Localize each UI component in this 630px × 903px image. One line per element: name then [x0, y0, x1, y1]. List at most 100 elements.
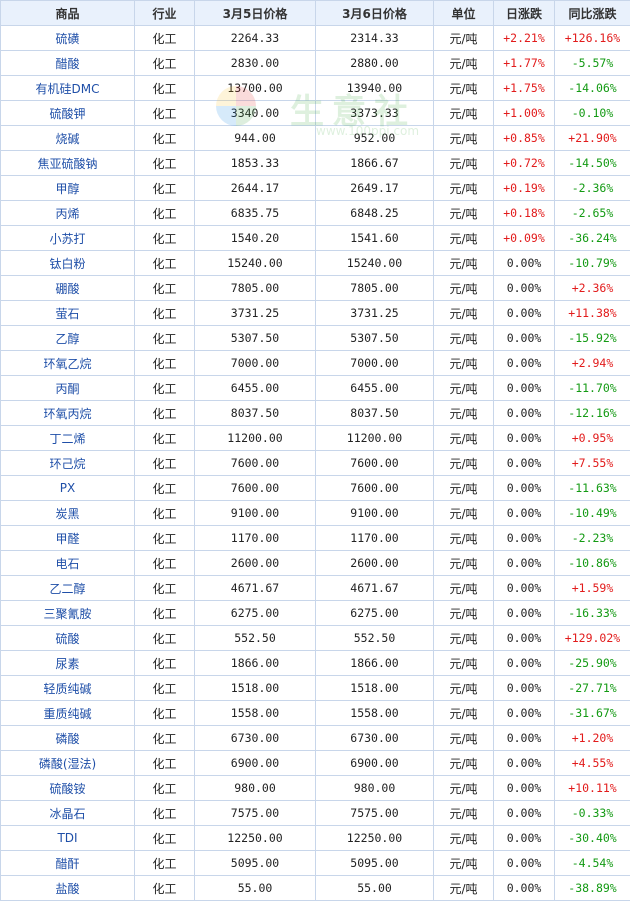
- header-daily-change[interactable]: 日涨跌: [493, 0, 555, 26]
- daily-change-cell: 0.00%: [493, 600, 555, 626]
- table-row: 醋酸 化工 2830.00 2880.00 元/吨 +1.77% -5.57%: [0, 50, 630, 76]
- price-mar6-cell: 6848.25: [315, 200, 434, 226]
- product-name-link[interactable]: 丙烯: [0, 200, 135, 226]
- price-mar6-cell: 1558.00: [315, 700, 434, 726]
- product-name-link[interactable]: 萤石: [0, 300, 135, 326]
- unit-cell: 元/吨: [433, 425, 494, 451]
- yoy-change-cell: -30.40%: [554, 825, 630, 851]
- price-mar5-cell: 15240.00: [194, 250, 316, 276]
- product-name-link[interactable]: 三聚氰胺: [0, 600, 135, 626]
- header-price-mar6[interactable]: 3月6日价格: [315, 0, 434, 26]
- product-name-link[interactable]: 丙酮: [0, 375, 135, 401]
- product-name-link[interactable]: 轻质纯碱: [0, 675, 135, 701]
- daily-change-cell: 0.00%: [493, 775, 555, 801]
- price-mar5-cell: 4671.67: [194, 575, 316, 601]
- product-name-link[interactable]: 醋酸: [0, 50, 135, 76]
- daily-change-cell: 0.00%: [493, 825, 555, 851]
- price-mar5-cell: 2600.00: [194, 550, 316, 576]
- product-name-link[interactable]: TDI: [0, 825, 135, 851]
- header-unit[interactable]: 单位: [433, 0, 494, 26]
- table-row: 三聚氰胺 化工 6275.00 6275.00 元/吨 0.00% -16.33%: [0, 600, 630, 626]
- product-name-link[interactable]: 乙醇: [0, 325, 135, 351]
- price-mar6-cell: 6730.00: [315, 725, 434, 751]
- price-mar6-cell: 7805.00: [315, 275, 434, 301]
- product-name-link[interactable]: 钛白粉: [0, 250, 135, 276]
- price-mar5-cell: 13700.00: [194, 75, 316, 101]
- product-name-link[interactable]: 磷酸(湿法): [0, 750, 135, 776]
- product-name-link[interactable]: 尿素: [0, 650, 135, 676]
- product-name-link[interactable]: 甲醇: [0, 175, 135, 201]
- price-mar5-cell: 7575.00: [194, 800, 316, 826]
- unit-cell: 元/吨: [433, 775, 494, 801]
- daily-change-cell: 0.00%: [493, 375, 555, 401]
- industry-cell: 化工: [134, 725, 195, 751]
- daily-change-cell: 0.00%: [493, 550, 555, 576]
- table-row: 丁二烯 化工 11200.00 11200.00 元/吨 0.00% +0.95%: [0, 425, 630, 451]
- product-name-link[interactable]: 冰晶石: [0, 800, 135, 826]
- price-mar5-cell: 6900.00: [194, 750, 316, 776]
- daily-change-cell: 0.00%: [493, 725, 555, 751]
- table-row: 甲醛 化工 1170.00 1170.00 元/吨 0.00% -2.23%: [0, 525, 630, 551]
- price-mar5-cell: 7600.00: [194, 450, 316, 476]
- product-name-link[interactable]: 电石: [0, 550, 135, 576]
- price-mar5-cell: 5095.00: [194, 850, 316, 876]
- unit-cell: 元/吨: [433, 850, 494, 876]
- product-name-link[interactable]: 烧碱: [0, 125, 135, 151]
- industry-cell: 化工: [134, 675, 195, 701]
- industry-cell: 化工: [134, 450, 195, 476]
- price-mar6-cell: 5307.50: [315, 325, 434, 351]
- product-name-link[interactable]: 焦亚硫酸钠: [0, 150, 135, 176]
- yoy-change-cell: +126.16%: [554, 25, 630, 51]
- table-row: 重质纯碱 化工 1558.00 1558.00 元/吨 0.00% -31.67%: [0, 700, 630, 726]
- unit-cell: 元/吨: [433, 575, 494, 601]
- price-mar5-cell: 1866.00: [194, 650, 316, 676]
- product-name-link[interactable]: 磷酸: [0, 725, 135, 751]
- product-name-link[interactable]: 环氧丙烷: [0, 400, 135, 426]
- product-name-link[interactable]: 小苏打: [0, 225, 135, 251]
- product-name-link[interactable]: 有机硅DMC: [0, 75, 135, 101]
- unit-cell: 元/吨: [433, 50, 494, 76]
- table-row: 硼酸 化工 7805.00 7805.00 元/吨 0.00% +2.36%: [0, 275, 630, 301]
- yoy-change-cell: -10.79%: [554, 250, 630, 276]
- product-name-link[interactable]: 甲醛: [0, 525, 135, 551]
- product-name-link[interactable]: 丁二烯: [0, 425, 135, 451]
- industry-cell: 化工: [134, 175, 195, 201]
- product-name-link[interactable]: 醋酐: [0, 850, 135, 876]
- price-mar5-cell: 6835.75: [194, 200, 316, 226]
- header-price-mar5[interactable]: 3月5日价格: [194, 0, 316, 26]
- product-name-link[interactable]: 硫酸: [0, 625, 135, 651]
- product-name-link[interactable]: 环己烷: [0, 450, 135, 476]
- product-name-link[interactable]: 炭黑: [0, 500, 135, 526]
- unit-cell: 元/吨: [433, 400, 494, 426]
- table-row: 环氧丙烷 化工 8037.50 8037.50 元/吨 0.00% -12.16%: [0, 400, 630, 426]
- daily-change-cell: 0.00%: [493, 675, 555, 701]
- product-name-link[interactable]: 环氧乙烷: [0, 350, 135, 376]
- product-name-link[interactable]: PX: [0, 475, 135, 501]
- product-name-link[interactable]: 重质纯碱: [0, 700, 135, 726]
- price-mar6-cell: 3731.25: [315, 300, 434, 326]
- product-name-link[interactable]: 硫酸铵: [0, 775, 135, 801]
- table-row: 乙醇 化工 5307.50 5307.50 元/吨 0.00% -15.92%: [0, 325, 630, 351]
- product-name-link[interactable]: 硼酸: [0, 275, 135, 301]
- product-name-link[interactable]: 乙二醇: [0, 575, 135, 601]
- product-name-link[interactable]: 硫酸钾: [0, 100, 135, 126]
- header-product[interactable]: 商品: [0, 0, 135, 26]
- unit-cell: 元/吨: [433, 225, 494, 251]
- unit-cell: 元/吨: [433, 750, 494, 776]
- yoy-change-cell: -14.50%: [554, 150, 630, 176]
- product-name-link[interactable]: 盐酸: [0, 875, 135, 901]
- table-row: 丙烯 化工 6835.75 6848.25 元/吨 +0.18% -2.65%: [0, 200, 630, 226]
- yoy-change-cell: -25.90%: [554, 650, 630, 676]
- header-yoy-change[interactable]: 同比涨跌: [554, 0, 630, 26]
- price-mar6-cell: 1866.00: [315, 650, 434, 676]
- price-mar5-cell: 3731.25: [194, 300, 316, 326]
- table-row: 醋酐 化工 5095.00 5095.00 元/吨 0.00% -4.54%: [0, 850, 630, 876]
- product-name-link[interactable]: 硫磺: [0, 25, 135, 51]
- unit-cell: 元/吨: [433, 150, 494, 176]
- daily-change-cell: +1.75%: [493, 75, 555, 101]
- table-row: 甲醇 化工 2644.17 2649.17 元/吨 +0.19% -2.36%: [0, 175, 630, 201]
- yoy-change-cell: +2.94%: [554, 350, 630, 376]
- price-mar5-cell: 7805.00: [194, 275, 316, 301]
- header-industry[interactable]: 行业: [134, 0, 195, 26]
